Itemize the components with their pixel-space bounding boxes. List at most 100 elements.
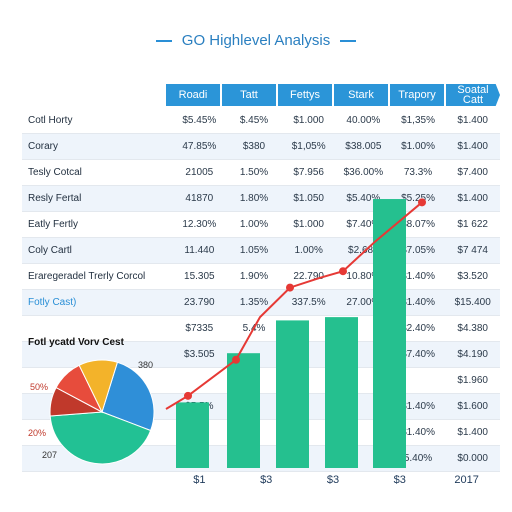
table-cell: $1.400	[457, 141, 488, 152]
table-cell: $1.400	[457, 193, 488, 204]
data-table: Cotl Horty $5.45% $.45% $1.000 40.00% $1,35% $…	[22, 108, 500, 472]
table-cell: $5.25%	[401, 193, 435, 204]
table-row: Coly Cartl 11.440 1.05% 1.00% $2.685 $7.05% $7…	[22, 238, 500, 264]
row-label: Eatly Fertly	[28, 219, 79, 230]
row-label: Fotly Cast)	[28, 297, 77, 308]
row-label: Eraregeradel Trerly Corcol	[28, 271, 146, 282]
chart-title-text: GO Highlevel Analysis	[181, 32, 331, 49]
table-cell: $5.45%	[182, 115, 217, 126]
table-cell: $0.000	[457, 453, 488, 464]
table-cell: 27.00%	[346, 297, 381, 308]
table-cell: $1.050	[293, 193, 324, 204]
line-point	[418, 198, 426, 207]
table-cell: $1.400	[457, 427, 488, 438]
header-cell: Stark	[334, 84, 390, 106]
table-row: $1.40% $1.400	[22, 420, 500, 446]
table-cell: 12.30%	[182, 219, 217, 230]
pie-label: 20%	[28, 428, 46, 438]
table-header: Roadi Tatt Fettys Stark Trapory Soatal C…	[166, 84, 500, 106]
table-cell: 1.00%	[294, 245, 323, 256]
table-cell: $7335	[185, 323, 214, 334]
row-label: Tesly Cotcal	[28, 167, 82, 178]
table-cell: $1.600	[457, 401, 488, 412]
header-cell: Trapory	[390, 84, 446, 106]
table-cell: $4.190	[457, 349, 488, 360]
table-row: Eraregeradel Trerly Corcol 15.305 1.90% 22.…	[22, 264, 500, 290]
table-cell: $7.40%	[346, 219, 381, 230]
title-dash-right	[340, 40, 357, 43]
table-cell: 11.440	[184, 245, 215, 256]
table-cell: $5.40%	[346, 193, 381, 204]
bar	[276, 320, 309, 468]
pie-slice	[78, 359, 119, 414]
table-cell: $2.685	[348, 245, 379, 256]
table-cell: 47.85%	[182, 141, 217, 152]
table-cell: 41870	[185, 193, 214, 204]
table-cell: $7.956	[293, 167, 324, 178]
table-cell: $7 474	[457, 245, 488, 256]
bar	[325, 317, 358, 468]
table-cell: $1.40%	[401, 427, 435, 438]
table-cell: $3.505	[184, 349, 215, 360]
table-cell: $1.400	[457, 115, 488, 126]
x-tick-label: $3	[326, 474, 340, 486]
table-cell: $1 622	[457, 219, 488, 230]
table-cell: $36.00%	[343, 167, 384, 178]
table-cell: $4.380	[457, 323, 488, 334]
bar	[373, 199, 406, 469]
line-point	[184, 391, 192, 400]
table-cell: $7.400	[457, 167, 488, 178]
table-cell: 22.790	[293, 271, 324, 282]
table-cell: $15.400	[454, 297, 491, 308]
header-cell: Tatt	[222, 84, 278, 106]
table-cell: $1.40%	[401, 271, 435, 282]
x-axis-labels: $1 $3 $3 $3 2017	[166, 474, 500, 486]
x-tick-label: $1	[193, 474, 206, 486]
x-tick-label: 2017	[454, 474, 479, 486]
chart-title: GO Highlevel Analysis	[0, 32, 512, 49]
row-label: Cotl Horty	[28, 115, 73, 126]
table-cell: $8.07%	[401, 219, 435, 230]
row-label: Corary	[28, 141, 59, 152]
table-cell: $1.000	[293, 115, 324, 126]
table-cell: 1.80%	[239, 193, 269, 204]
line-point	[339, 267, 347, 276]
bar	[227, 353, 260, 468]
table-cell: 5.40%	[403, 453, 433, 464]
table-cell: $1.40%	[401, 297, 435, 308]
table-cell: 1.00%	[239, 219, 269, 230]
table-cell: $1,05%	[291, 141, 326, 152]
table-cell: $.45%	[239, 115, 269, 126]
table-cell: $7.40%	[401, 349, 435, 360]
table-cell: 73.3%	[403, 167, 433, 178]
table-cell: $1.960	[457, 375, 488, 386]
table-cell: 1.50%	[239, 167, 269, 178]
table-cell: 40.00%	[346, 115, 381, 126]
table-cell: $7.05%	[401, 245, 435, 256]
table-row: Cotl Horty $5.45% $.45% $1.000 40.00% $1,35% $…	[22, 108, 500, 134]
table-cell: $380	[242, 141, 266, 152]
table-cell: $1.40%	[401, 401, 435, 412]
table-cell: $38.005	[345, 141, 382, 152]
table-cell: $1.00%	[401, 141, 435, 152]
table-row: Corary 47.85% $380 $1,05% $38.005 $1.00% $1.40…	[22, 134, 500, 160]
pie-label: 50%	[30, 382, 48, 392]
row-label: Resly Fertal	[28, 193, 82, 204]
x-tick-label: $3	[260, 474, 273, 486]
row-label: Coly Cartl	[28, 245, 72, 256]
table-cell: 23.790	[184, 297, 215, 308]
table-cell: $1,35%	[401, 115, 435, 126]
table-row: Tesly Cotcal 21005 1.50% $7.956 $36.00% 73.3%…	[22, 160, 500, 186]
table-cell: $2.40%	[401, 323, 435, 334]
table-cell: 1.35%	[239, 297, 269, 308]
table-cell: 21005	[185, 167, 214, 178]
pie-slice	[101, 361, 155, 432]
pie-slice	[49, 411, 152, 465]
table-row: Eatly Fertly 12.30% 1.00% $1.000 $7.40% $8.07…	[22, 212, 500, 238]
pie-title: Fotl ycatd Vorv Cest	[28, 337, 124, 348]
table-row: $1.960	[22, 368, 500, 394]
header-cell: Fettys	[278, 84, 334, 106]
header-cell: Soatal Catt	[446, 84, 500, 106]
line-point	[286, 283, 294, 292]
